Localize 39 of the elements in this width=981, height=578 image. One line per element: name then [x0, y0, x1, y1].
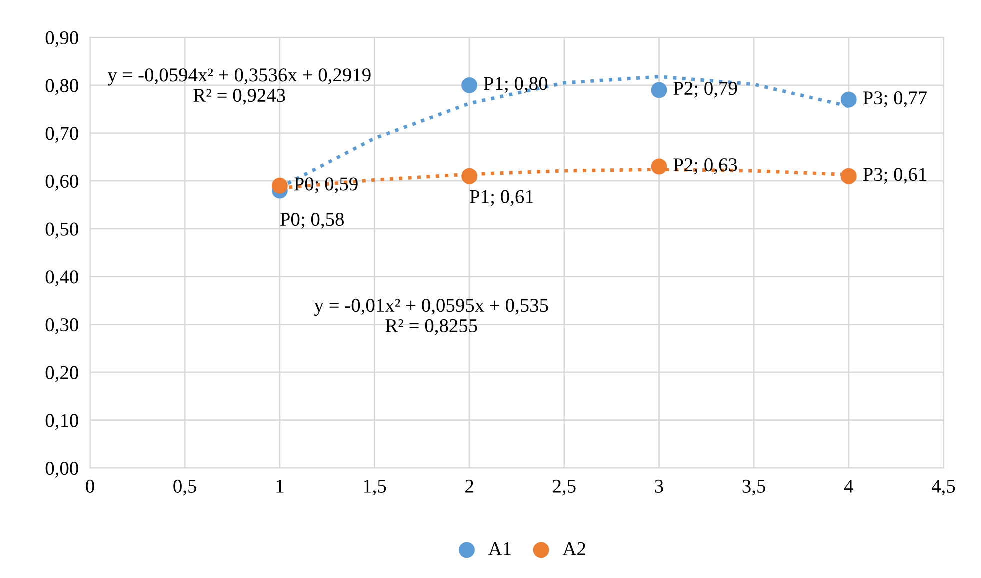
x-tick-label: 2,5	[553, 480, 576, 496]
x-tick-label: 4	[844, 480, 854, 493]
x-tick-label: 3	[655, 480, 664, 493]
legend-label: A1	[488, 542, 511, 556]
y-tick-label: 0,50	[46, 222, 78, 239]
point	[462, 77, 478, 94]
data-label: P0; 0,59	[294, 178, 358, 194]
x-tick-label: 0,5	[174, 480, 196, 496]
y-tick-label: 0,60	[46, 174, 78, 191]
data-label: P3; 0,77	[863, 92, 928, 108]
x-tick-label: 0	[86, 480, 94, 493]
data-label: P3; 0,61	[863, 168, 926, 184]
y-tick-label: 0,10	[46, 414, 78, 430]
data-label: P1; 0,80	[484, 77, 548, 94]
y-tick-label: 0,20	[46, 366, 78, 382]
x-tick-label: 4,5	[932, 480, 956, 496]
data-label: P1; 0,61	[470, 190, 534, 206]
data-label: P2; 0,63	[674, 158, 738, 174]
y-tick-label: 0,00	[46, 462, 78, 478]
point	[651, 82, 668, 98]
y-tick-label: 0,80	[46, 79, 78, 96]
data-label: P2; 0,79	[674, 82, 738, 98]
y-tick-label: 0,30	[46, 318, 78, 334]
point	[272, 178, 288, 194]
annotation: y = -0,0594x² + 0,3536x + 0,2919 R² = 0,9243	[108, 68, 371, 105]
y-tick-label: 0,90	[46, 31, 78, 48]
data-label: P0; 0,58	[280, 212, 344, 229]
x-tick-label: 1	[276, 480, 284, 493]
point	[840, 92, 857, 108]
y-tick-label: 0,40	[46, 270, 78, 287]
point	[840, 168, 857, 184]
x-tick-label: 1,5	[364, 480, 386, 496]
y-tick-label: 0,70	[46, 127, 78, 143]
x-tick-label: 3,5	[742, 480, 766, 496]
legend-label: A2	[562, 542, 586, 556]
point	[651, 158, 668, 175]
annotation: y = -0,01x² + 0,0595x + 0,535 R² = 0,8255	[314, 298, 548, 336]
x-tick-label: 2	[466, 480, 474, 493]
point	[462, 168, 478, 184]
